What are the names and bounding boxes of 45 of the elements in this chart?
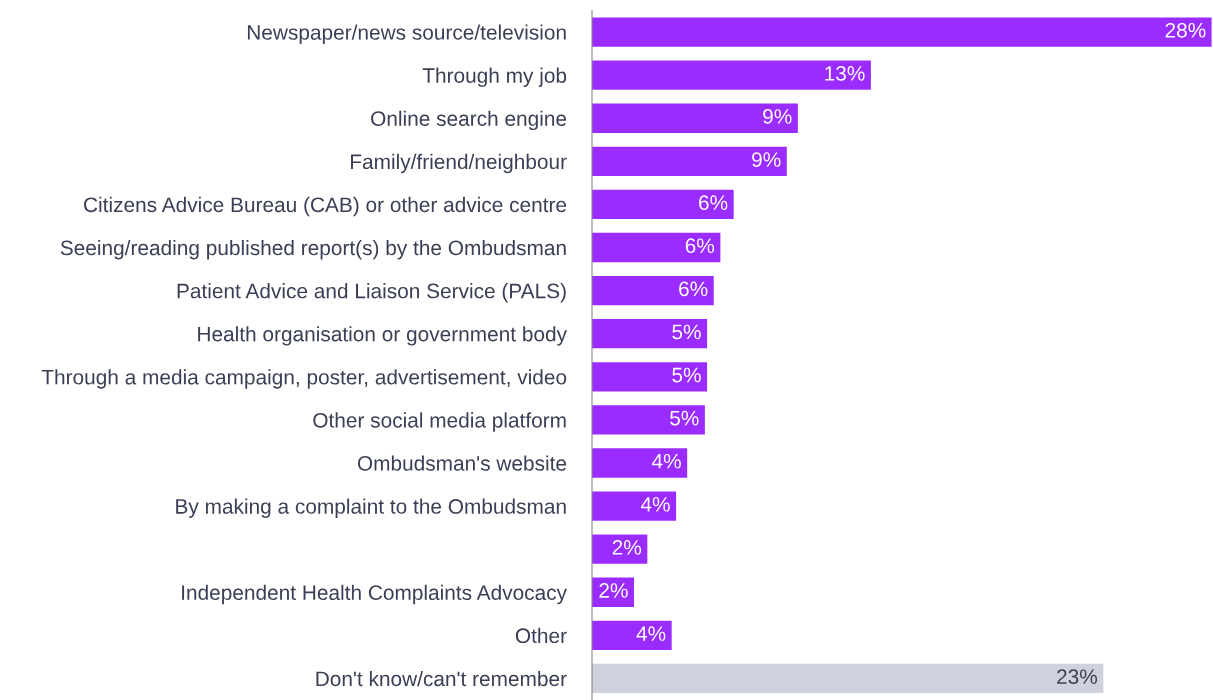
y-tick-label: Seeing/reading published report(s) by the Ombudsman [60,239,566,260]
y-tick-label: Independent Health Complaints Advocacy [182,584,567,605]
bar [592,491,677,521]
bar [592,189,734,220]
data-label: 2% [599,583,628,598]
y-tick-label: Ombudsman's website [357,455,567,471]
bar [592,60,871,90]
y-tick-label: Online search engine [371,110,567,131]
data-label: 5% [670,410,699,426]
bar [592,17,1212,47]
y-tick-label: Through a media campaign, poster, advertisement, video [41,369,567,389]
y-tick-label: Patient Advice and Liaison Service (PALS) [177,283,566,303]
bar [592,663,1104,694]
bar [592,232,721,263]
data-label: 6% [685,238,715,254]
bar [592,146,787,176]
data-label: 2% [612,540,642,555]
y-tick-label: Other social media platform [313,412,566,432]
y-tick-label: Through my job [422,67,567,88]
data-label: 23% [1057,669,1098,685]
bar [592,448,688,478]
y-tick-label: Newspaper/news source/television [247,24,566,44]
bar [592,275,714,306]
bar [592,620,672,651]
data-label: 4% [651,453,681,469]
y-tick-label: Health organisation or government body [198,326,567,346]
data-label: 9% [752,152,781,167]
data-label: 5% [672,367,701,383]
data-label: 5% [672,324,701,340]
y-tick-label: Other [515,627,567,644]
y-tick-label: By making a complaint to the Ombudsman [176,498,566,518]
data-label: 4% [640,497,670,512]
bar [592,103,798,133]
data-label: 13% [825,65,865,81]
bar [592,362,708,392]
data-label: 6% [679,281,708,297]
data-label: 9% [763,109,792,124]
y-tick-label: Family/friend/neighbour [351,153,567,174]
y-tick-label: Citizens Advice Bureau (CAB) or other advice centre [84,196,567,217]
data-label: 4% [636,626,666,641]
y-tick-label: Don't know/can't remember [316,670,567,687]
data-label: 28% [1165,22,1206,38]
bar [592,319,708,349]
data-label: 6% [699,195,728,211]
bar [592,405,705,435]
